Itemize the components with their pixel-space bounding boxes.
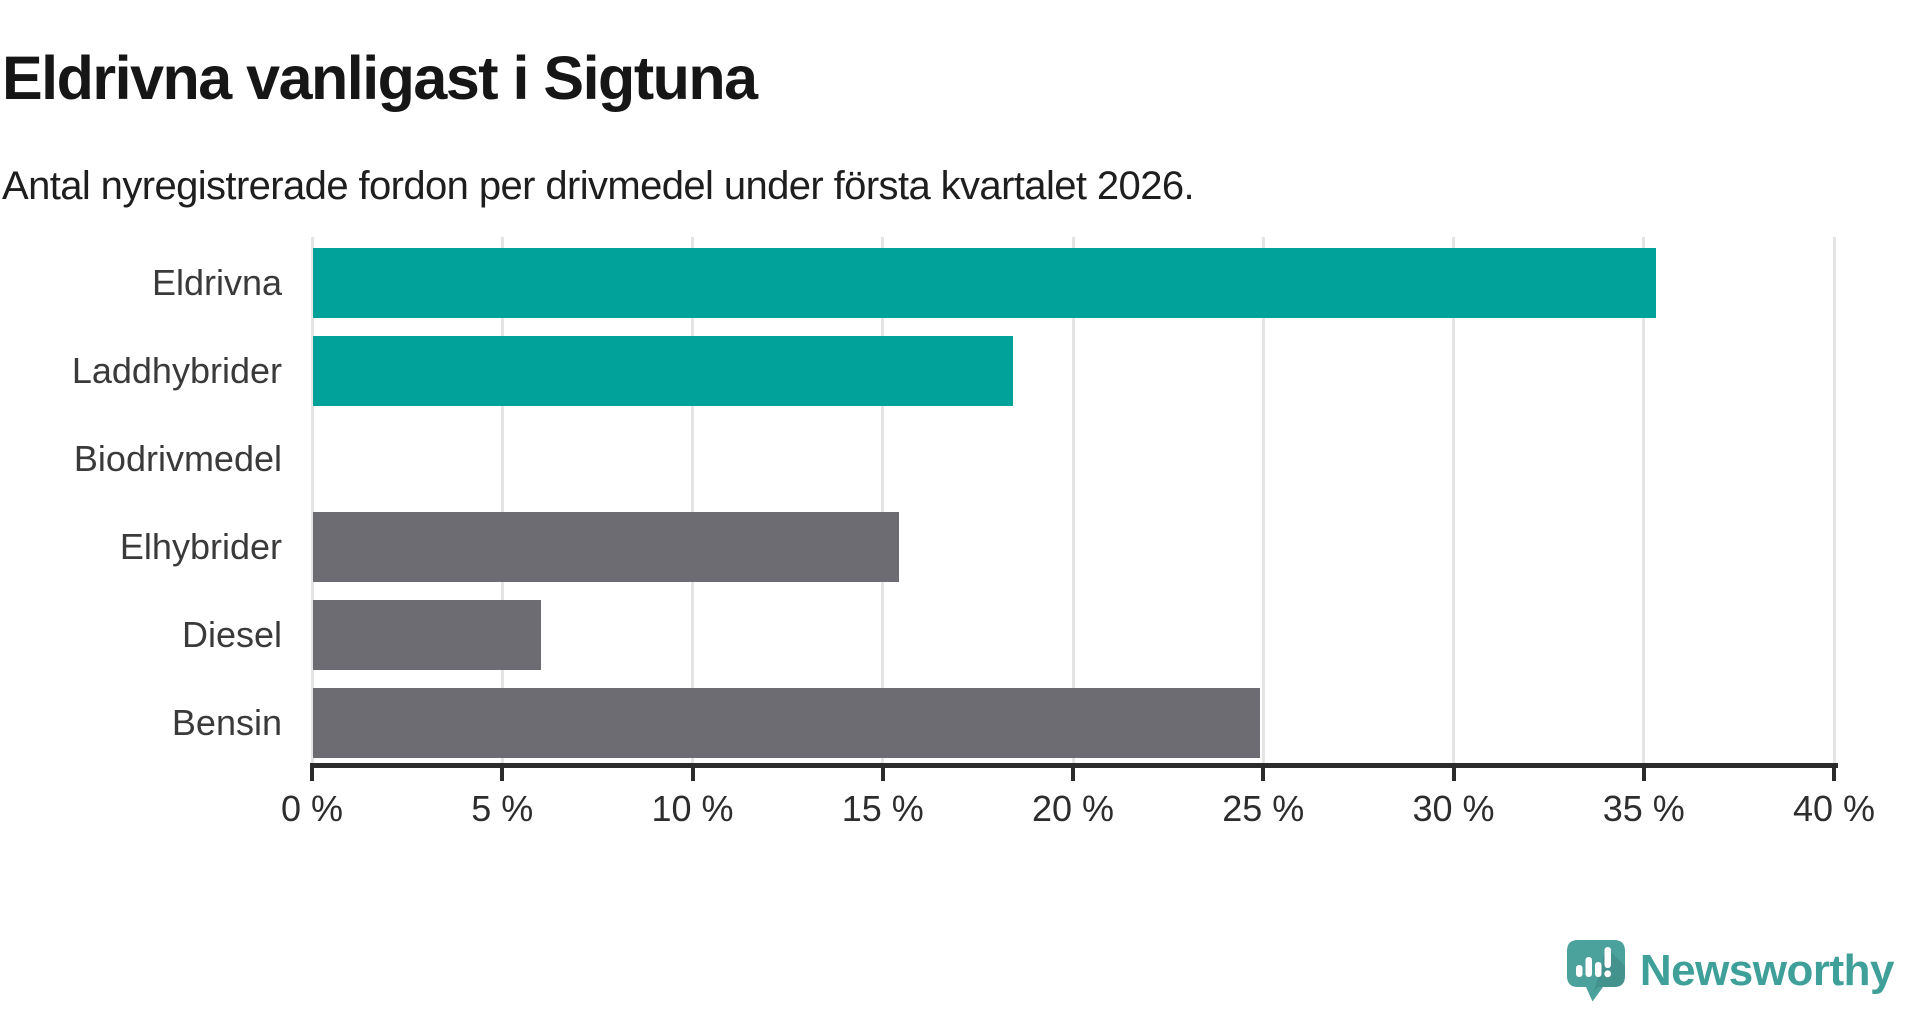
x-axis-tick-label: 40 %	[1792, 788, 1876, 829]
x-axis-tick-label: 10 %	[651, 788, 734, 829]
x-axis-tick-label: 5 %	[471, 788, 534, 829]
x-axis-tick	[310, 768, 314, 781]
x-axis-tick	[1261, 768, 1266, 781]
gridline	[691, 237, 694, 763]
newsworthy-logo: Newsworthy	[1566, 940, 1895, 1002]
x-axis-tick	[1071, 768, 1075, 781]
gridline	[1071, 237, 1075, 763]
chart-subtitle: Antal nyregistrerade fordon per drivmede…	[2, 164, 1195, 208]
x-axis-tick	[1451, 768, 1456, 781]
gridline	[310, 237, 314, 763]
gridline	[500, 237, 504, 763]
category-label: Diesel	[181, 614, 282, 655]
category-label: Bensin	[171, 702, 282, 743]
x-axis-tick-label: 30 %	[1412, 788, 1495, 829]
gridline	[1452, 237, 1455, 763]
x-axis-tick-label: 35 %	[1602, 788, 1685, 829]
x-axis-tick-label: 25 %	[1222, 788, 1305, 829]
category-label: Elhybrider	[119, 526, 282, 567]
gridline	[881, 237, 885, 763]
x-axis-tick-label: 15 %	[841, 788, 924, 829]
newsworthy-logo-text: Newsworthy	[1639, 946, 1895, 995]
x-axis-tick-label: 0 %	[280, 788, 344, 829]
gridline	[1832, 237, 1836, 763]
x-axis-tick	[1641, 768, 1646, 781]
bar	[313, 248, 1657, 318]
bar	[313, 600, 542, 670]
newsworthy-logo-icon	[1566, 940, 1625, 1002]
x-axis-tick	[690, 768, 695, 781]
gridline	[1261, 237, 1265, 763]
gridline	[1642, 237, 1646, 763]
bar	[313, 512, 899, 582]
bar	[313, 336, 1014, 406]
bar	[313, 688, 1261, 758]
x-axis-tick-label: 20 %	[1031, 788, 1115, 829]
category-label: Laddhybrider	[71, 350, 282, 391]
category-label: Eldrivna	[151, 262, 282, 303]
x-axis-tick	[1832, 768, 1836, 781]
x-axis-tick	[500, 768, 505, 781]
chart-title: Eldrivna vanligast i Sigtuna	[2, 43, 758, 112]
category-label: Biodrivmedel	[73, 438, 282, 479]
x-axis-line	[310, 763, 1838, 768]
x-axis-tick	[880, 768, 885, 781]
